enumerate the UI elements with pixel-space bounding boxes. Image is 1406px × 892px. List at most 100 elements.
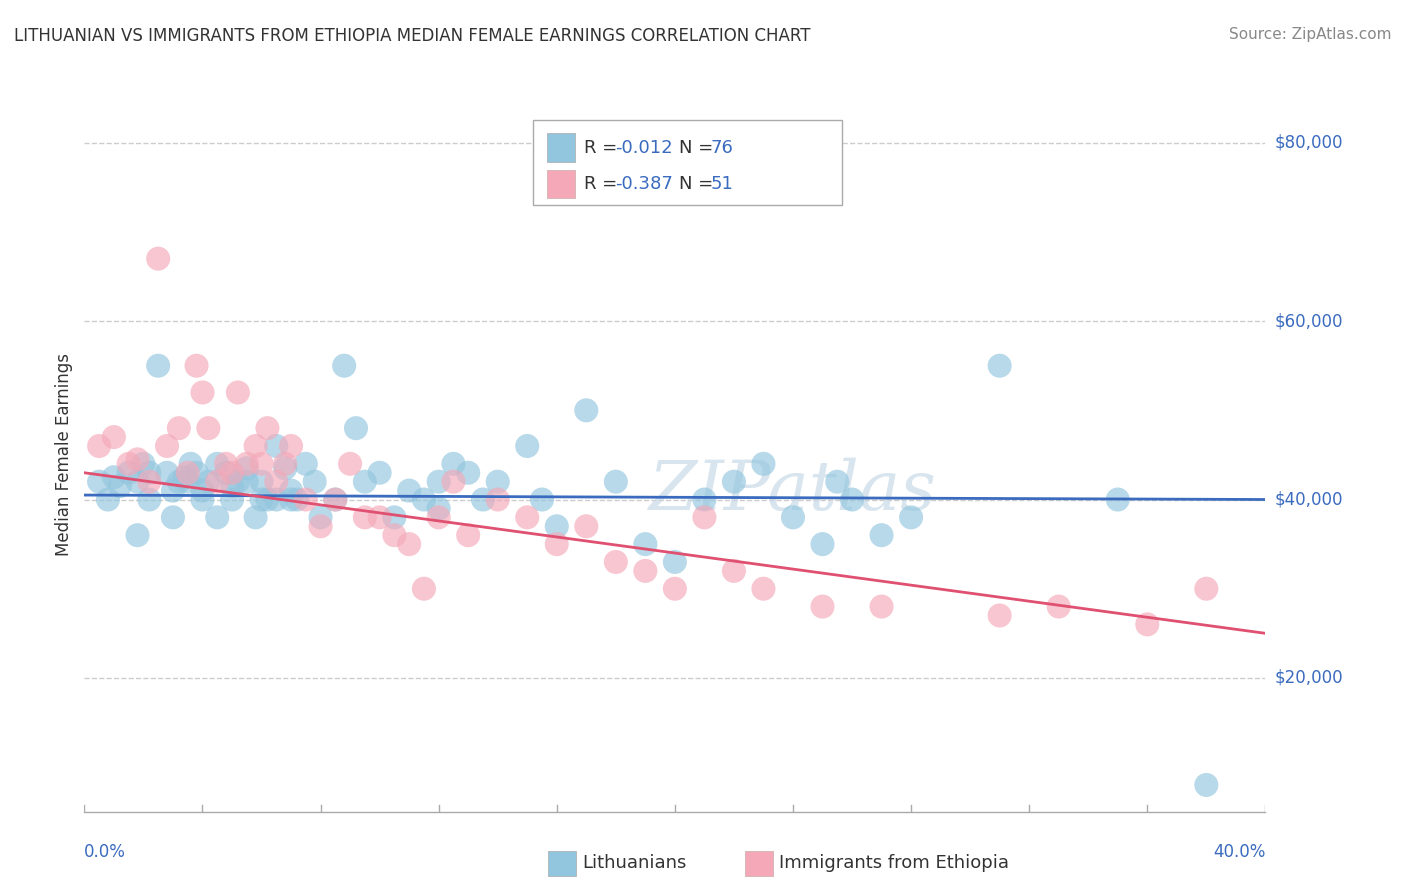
Point [1136,617,1159,632]
Point [186,359,208,373]
Point [280,439,302,453]
Point [304,475,326,489]
Point [516,510,538,524]
Point [245,510,267,524]
Point [180,457,202,471]
Point [250,457,273,471]
Point [138,466,160,480]
Text: 76: 76 [710,138,733,156]
Point [546,537,568,551]
Point [205,510,228,524]
Point [295,492,318,507]
Point [368,510,391,524]
Point [693,510,716,524]
Point [530,492,553,507]
Point [215,466,238,480]
Point [546,519,568,533]
Point [156,439,179,453]
Text: 0.0%: 0.0% [84,843,127,861]
Point [333,359,356,373]
Point [634,537,657,551]
Text: LITHUANIAN VS IMMIGRANTS FROM ETHIOPIA MEDIAN FEMALE EARNINGS CORRELATION CHART: LITHUANIAN VS IMMIGRANTS FROM ETHIOPIA M… [14,27,811,45]
Point [472,492,495,507]
Point [575,519,598,533]
Point [1195,778,1218,792]
Point [250,475,273,489]
Point [226,475,249,489]
Point [156,466,179,480]
Point [339,457,361,471]
Point [664,555,686,569]
Point [127,452,149,467]
Point [274,461,297,475]
Point [605,555,627,569]
Point [280,483,302,498]
Point [285,492,308,507]
Point [235,457,259,471]
Text: N =: N = [679,138,720,156]
Point [148,252,170,266]
Text: 40.0%: 40.0% [1213,843,1265,861]
Point [323,492,347,507]
Point [398,537,420,551]
Point [870,528,893,542]
Text: Source: ZipAtlas.com: Source: ZipAtlas.com [1229,27,1392,42]
Point [264,475,288,489]
Point [235,461,259,475]
Point [309,519,332,533]
Point [1107,492,1129,507]
Point [664,582,686,596]
Point [752,582,775,596]
Point [256,492,278,507]
Point [186,466,208,480]
Point [274,457,297,471]
Point [413,492,436,507]
Y-axis label: Median Female Earnings: Median Female Earnings [55,353,73,557]
Point [723,564,745,578]
Point [138,475,160,489]
Point [167,421,190,435]
Point [354,475,377,489]
Point [988,359,1011,373]
Point [245,439,267,453]
Text: R =: R = [583,175,623,193]
Point [1047,599,1070,614]
Point [215,457,238,471]
Point [382,528,406,542]
Point [354,510,377,524]
Point [280,492,302,507]
Point [988,608,1011,623]
Point [344,421,367,435]
Point [264,492,288,507]
Point [516,439,538,453]
Text: Immigrants from Ethiopia: Immigrants from Ethiopia [779,855,1010,872]
Point [127,475,149,489]
Point [197,475,219,489]
Point [191,385,214,400]
Point [205,457,228,471]
Point [723,475,745,489]
Point [811,537,834,551]
Point [103,470,125,484]
Text: $20,000: $20,000 [1274,669,1343,687]
Text: $80,000: $80,000 [1274,134,1343,152]
Text: -0.387: -0.387 [614,175,672,193]
Point [782,510,804,524]
Point [127,528,149,542]
Point [205,475,228,489]
Text: N =: N = [679,175,720,193]
Point [226,385,249,400]
Point [900,510,922,524]
Point [693,492,716,507]
Point [634,564,657,578]
Text: ZIPatlas: ZIPatlas [650,458,936,524]
Point [295,457,318,471]
Point [221,466,243,480]
Point [457,528,479,542]
Point [413,582,436,596]
Point [103,430,125,444]
Point [250,492,273,507]
Point [132,457,155,471]
Point [191,483,214,498]
Point [167,475,190,489]
